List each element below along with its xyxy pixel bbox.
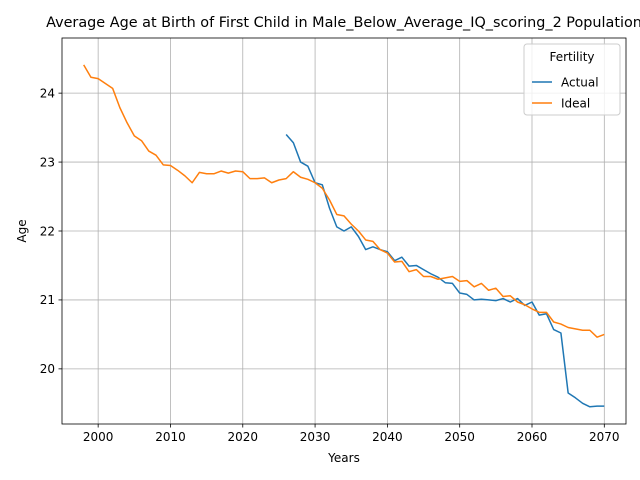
- y-tick-label: 20: [40, 362, 55, 376]
- x-tick-label: 2040: [372, 430, 403, 444]
- x-tick-label: 2000: [83, 430, 114, 444]
- y-axis-label: Age: [15, 219, 29, 242]
- x-axis-label: Years: [327, 451, 360, 465]
- chart-title: Average Age at Birth of First Child in M…: [46, 15, 640, 31]
- x-tick-label: 2030: [300, 430, 331, 444]
- series-line-ideal: [83, 64, 605, 338]
- x-tick-label: 2010: [155, 430, 186, 444]
- axis-ticks: 2000 2010 2020 2030 2040 2050 2060 2070 20 21 22 23…: [40, 86, 620, 444]
- x-tick-label: 2050: [444, 430, 475, 444]
- x-tick-label: 2060: [517, 430, 548, 444]
- legend-box: [523, 43, 621, 116]
- y-tick-label: 21: [40, 293, 55, 307]
- legend: Fertility Actual Ideal: [523, 43, 621, 116]
- x-tick-label: 2020: [227, 430, 258, 444]
- legend-title: Fertility: [549, 50, 594, 64]
- y-tick-label: 22: [40, 224, 55, 238]
- series-layer: [83, 64, 605, 408]
- legend-label-actual: Actual: [561, 75, 599, 89]
- x-tick-label: 2070: [589, 430, 620, 444]
- series-line-actual: [285, 134, 605, 408]
- y-tick-label: 24: [40, 86, 55, 100]
- y-tick-label: 23: [40, 155, 55, 169]
- legend-label-ideal: Ideal: [561, 96, 590, 110]
